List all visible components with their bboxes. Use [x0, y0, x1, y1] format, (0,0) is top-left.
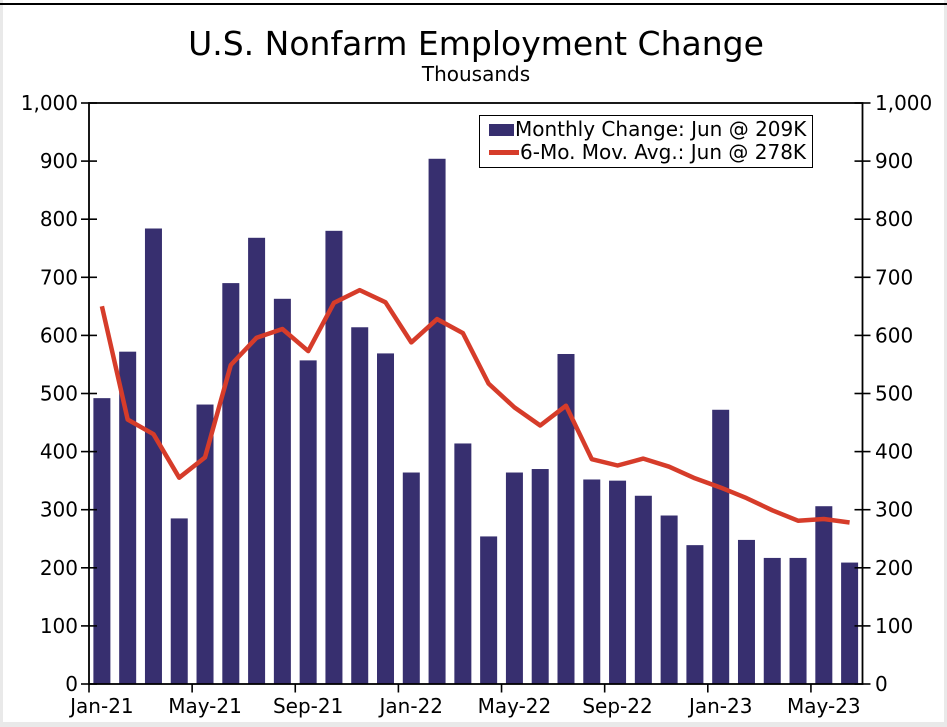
x-axis-label: Sep-22	[582, 694, 652, 718]
legend-bar-label: Monthly Change: Jun @ 209K	[515, 117, 807, 141]
monthly-change-bar	[170, 518, 188, 684]
y-axis-label-right: 300	[875, 498, 913, 522]
x-axis-label: Jan-21	[68, 694, 134, 718]
y-axis-label-right: 600	[875, 323, 913, 347]
monthly-change-bar	[789, 557, 807, 684]
y-axis-label-right: 500	[875, 382, 913, 406]
monthly-change-bar	[763, 557, 781, 684]
y-axis-label-right: 400	[875, 440, 913, 464]
legend-row-monthly-change: Monthly Change: Jun @ 209K	[489, 118, 806, 141]
x-axis-label: Jan-22	[378, 694, 444, 718]
monthly-change-bar	[557, 353, 575, 684]
monthly-change-bar	[454, 443, 472, 684]
y-axis-label-left: 400	[40, 440, 78, 464]
moving-average-line	[99, 287, 850, 525]
y-axis-label-right: 700	[875, 265, 913, 289]
x-axis-label: May-21	[168, 694, 242, 718]
monthly-change-bar	[686, 545, 704, 684]
y-axis-label-left: 0	[65, 672, 78, 696]
legend-row-moving-average: 6-Mo. Mov. Avg.: Jun @ 278K	[489, 141, 806, 164]
y-axis-label-right: 900	[875, 149, 913, 173]
monthly-change-bar	[402, 472, 420, 684]
y-axis-label-left: 200	[40, 556, 78, 580]
monthly-change-bar	[299, 360, 317, 684]
monthly-change-bar	[634, 495, 652, 684]
monthly-change-bar	[93, 398, 111, 684]
x-axis-label: May-23	[787, 694, 861, 718]
monthly-change-bar	[428, 158, 446, 684]
right-edge-strip	[944, 0, 947, 727]
y-axis-label-right: 200	[875, 556, 913, 580]
plot-frame	[88, 102, 864, 685]
x-axis-label: May-22	[478, 694, 552, 718]
monthly-change-bar	[660, 515, 678, 684]
chart-title: U.S. Nonfarm Employment Change	[188, 24, 764, 63]
monthly-change-bar	[248, 237, 266, 685]
monthly-change-bar	[119, 351, 137, 684]
legend-line-swatch	[489, 150, 519, 155]
monthly-change-bar	[273, 298, 291, 684]
y-axis-label-left: 300	[40, 498, 78, 522]
y-axis-label-left: 100	[40, 614, 78, 638]
monthly-change-bar	[480, 536, 498, 684]
monthly-change-bar	[505, 472, 523, 684]
monthly-change-bar	[609, 480, 627, 684]
legend: Monthly Change: Jun @ 209K 6-Mo. Mov. Av…	[479, 115, 814, 168]
y-axis-label-left: 1,000	[21, 91, 78, 115]
monthly-change-bar	[222, 283, 240, 684]
monthly-change-bar	[196, 404, 214, 684]
monthly-change-bar	[325, 230, 343, 684]
y-axis-label-left: 700	[40, 265, 78, 289]
y-axis-label-left: 600	[40, 323, 78, 347]
top-border-line	[0, 3, 947, 5]
y-axis-label-left: 900	[40, 149, 78, 173]
bottom-edge-strip	[0, 722, 947, 727]
y-axis-label-right: 800	[875, 207, 913, 231]
legend-line-label: 6-Mo. Mov. Avg.: Jun @ 278K	[520, 140, 807, 164]
monthly-change-bar	[377, 353, 395, 684]
monthly-change-bar	[144, 228, 162, 684]
y-axis-label-right: 1,000	[875, 91, 932, 115]
monthly-change-bar	[712, 409, 730, 684]
y-axis-label-right: 100	[875, 614, 913, 638]
y-axis-label-right: 0	[875, 672, 888, 696]
chart-subtitle: Thousands	[421, 62, 531, 86]
legend-bar-swatch	[489, 123, 514, 136]
monthly-change-bar	[351, 327, 369, 684]
x-axis-label: Jan-23	[687, 694, 753, 718]
left-edge-strip	[0, 0, 3, 727]
y-axis-label-left: 500	[40, 382, 78, 406]
monthly-change-bar	[737, 539, 755, 684]
monthly-change-bar	[841, 562, 859, 684]
monthly-change-bar	[583, 479, 601, 684]
y-axis-label-left: 800	[40, 207, 78, 231]
monthly-change-bar	[815, 506, 833, 684]
x-axis-label: Sep-21	[273, 694, 343, 718]
monthly-change-bar	[531, 469, 549, 684]
